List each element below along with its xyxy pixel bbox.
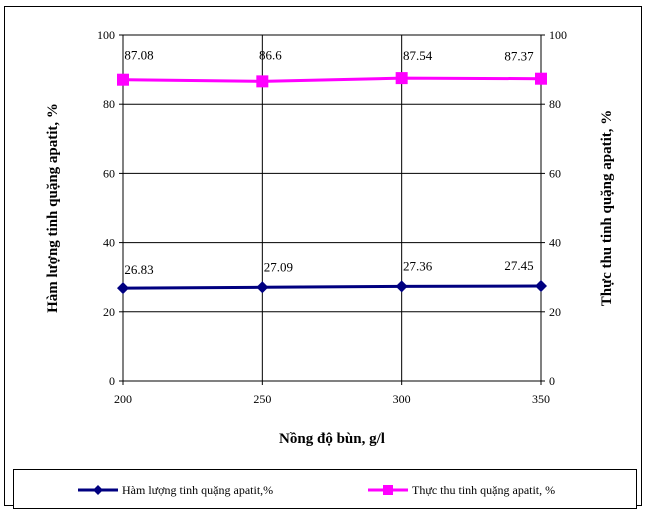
legend: Hàm lượng tinh quặng apatit,% Thực thu t…: [13, 469, 637, 509]
series-1-data-label-1: 27.09: [264, 259, 293, 274]
series-2-line: [122, 76, 542, 83]
y-right-tick-label-4: 80: [549, 97, 561, 111]
y-right-tick-label-2: 40: [549, 236, 561, 250]
plot-area: [122, 34, 542, 382]
y-left-tick-label-0: 0: [109, 374, 115, 388]
series-2-data-label-1: 86.6: [259, 47, 282, 62]
series-2-point-1: [256, 75, 269, 88]
series-2-data-label-2: 87.54: [403, 48, 433, 63]
x-tick-label-0: 200: [114, 392, 132, 406]
line-chart: 0 0 20 20 40 40 60 60 80 80 100 100 200 250 300 350 Nồng…: [45, 28, 615, 447]
series-2-point-3: [535, 72, 547, 85]
series-1-point-1: [256, 281, 269, 294]
series-1-data-label-0: 26.83: [124, 262, 153, 277]
legend-swatch-series-1: [78, 485, 118, 495]
series-2-data-label-3: 87.37: [504, 49, 534, 64]
legend-marker-1: [93, 485, 103, 495]
y-right-tick-label-1: 20: [549, 305, 561, 319]
chart-frame: 0 0 20 20 40 40 60 60 80 80 100 100 200 250 300 350 Nồng…: [4, 6, 642, 509]
y-left-tick-label-5: 100: [97, 28, 115, 42]
series-2-point-0: [117, 73, 129, 86]
y-left-tick-label-4: 80: [103, 97, 115, 111]
series-1-data-label-3: 27.45: [504, 258, 533, 273]
y-axis-label-right: Thực thu tinh quặng apatit, %: [599, 110, 615, 307]
series-2-point-2: [395, 72, 408, 85]
legend-marker-2: [383, 485, 393, 495]
series-1-point-2: [395, 280, 408, 293]
series-1-point-0: [117, 282, 129, 295]
series-1-point-3: [535, 280, 547, 293]
legend-label-series-2: Thực thu tinh quặng apatit, %: [412, 483, 556, 497]
series-2-data-label-0: 87.08: [124, 48, 153, 63]
y-left-tick-label-2: 40: [103, 236, 115, 250]
legend-swatch-series-2: [368, 485, 408, 495]
x-tick-label-1: 250: [253, 392, 271, 406]
x-axis-label: Nồng độ bùn, g/l: [279, 431, 385, 447]
y-right-tick-label-5: 100: [549, 28, 567, 42]
legend-label-series-1: Hàm lượng tinh quặng apatit,%: [122, 483, 274, 497]
y-right-tick-label-0: 0: [549, 374, 555, 388]
series-1-line: [122, 284, 542, 290]
x-tick-label-2: 300: [393, 392, 411, 406]
y-left-tick-label-3: 60: [103, 166, 115, 180]
y-left-tick-label-1: 20: [103, 305, 115, 319]
y-right-tick-label-3: 60: [549, 166, 561, 180]
y-axis-label-left: Hàm lượng tinh quặng apatit, %: [45, 103, 61, 313]
series-1-data-label-2: 27.36: [403, 258, 433, 273]
x-tick-label-3: 350: [532, 392, 550, 406]
